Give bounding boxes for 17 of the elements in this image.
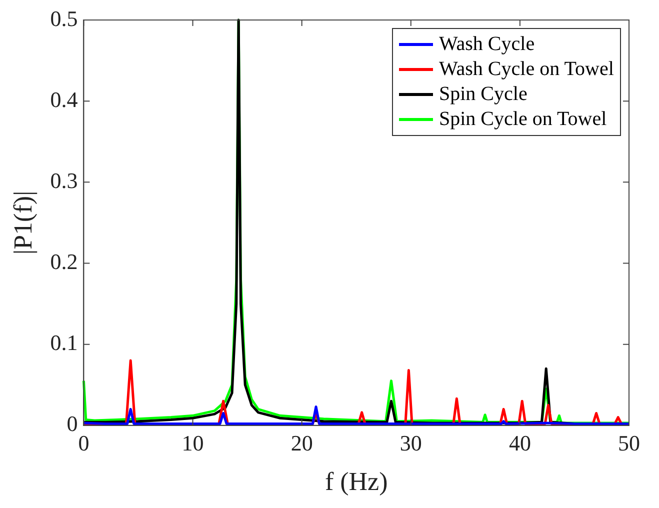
y-tick-label: 0 [66,411,78,436]
legend-label: Wash Cycle on Towel [439,58,614,81]
y-tick-label: 0.4 [50,86,78,112]
y-tick-label: 0.5 [50,6,78,31]
legend-label: Wash Cycle [439,33,535,56]
x-tick-label: 50 [618,430,640,456]
y-axis-title: |P1(f)| [8,190,38,255]
y-tick-label: 0.2 [50,249,78,274]
y-tick-label: 0.1 [50,330,78,356]
y-tick-label: 0.3 [50,168,78,193]
x-tick-label: 30 [400,430,422,456]
legend-label: Spin Cycle on Towel [439,108,607,131]
x-tick-label: 20 [290,430,313,456]
x-tick-label: 10 [182,430,204,456]
x-axis-title: f (Hz) [324,467,388,496]
x-tick-label: 40 [508,430,531,456]
legend-label: Spin Cycle [439,83,528,106]
